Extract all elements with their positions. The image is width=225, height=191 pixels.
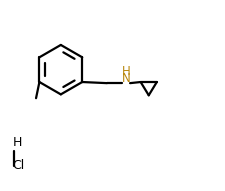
Text: N: N — [122, 72, 130, 85]
Text: H: H — [122, 65, 130, 78]
Text: H: H — [13, 136, 22, 149]
Text: Cl: Cl — [13, 159, 25, 172]
